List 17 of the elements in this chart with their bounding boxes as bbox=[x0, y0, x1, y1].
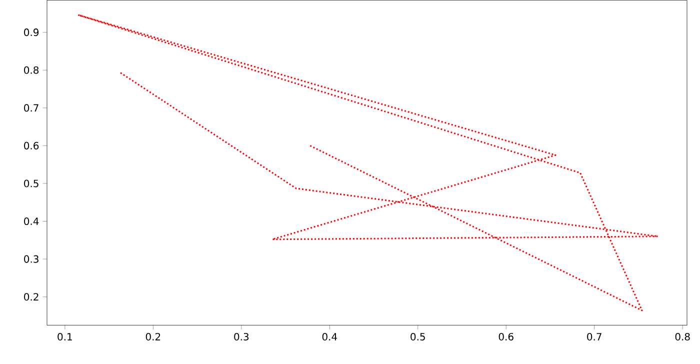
y-tick-label: 0.7 bbox=[24, 104, 38, 112]
y-tick-label: 0.3 bbox=[24, 255, 38, 263]
y-tick-label: 0.4 bbox=[24, 217, 39, 225]
x-tick-label: 0.4 bbox=[322, 332, 337, 340]
y-tick-label: 0.2 bbox=[24, 292, 38, 301]
x-tick-label: 0.5 bbox=[410, 332, 425, 340]
x-tick-label: 0.6 bbox=[498, 332, 514, 340]
x-tick-label: 0.7 bbox=[587, 332, 602, 340]
y-tick-label: 0.6 bbox=[24, 142, 39, 150]
x-tick-label: 0.8 bbox=[675, 332, 690, 340]
x-tick-label: 0.2 bbox=[146, 332, 160, 340]
x-tick-label: 0.3 bbox=[234, 332, 249, 340]
line-series bbox=[77, 14, 659, 312]
x-tick-label: 0.1 bbox=[58, 332, 72, 340]
y-tick-label: 0.5 bbox=[24, 180, 38, 188]
y-tick-label: 0.8 bbox=[24, 66, 39, 74]
y-tick-label: 0.9 bbox=[24, 28, 39, 36]
